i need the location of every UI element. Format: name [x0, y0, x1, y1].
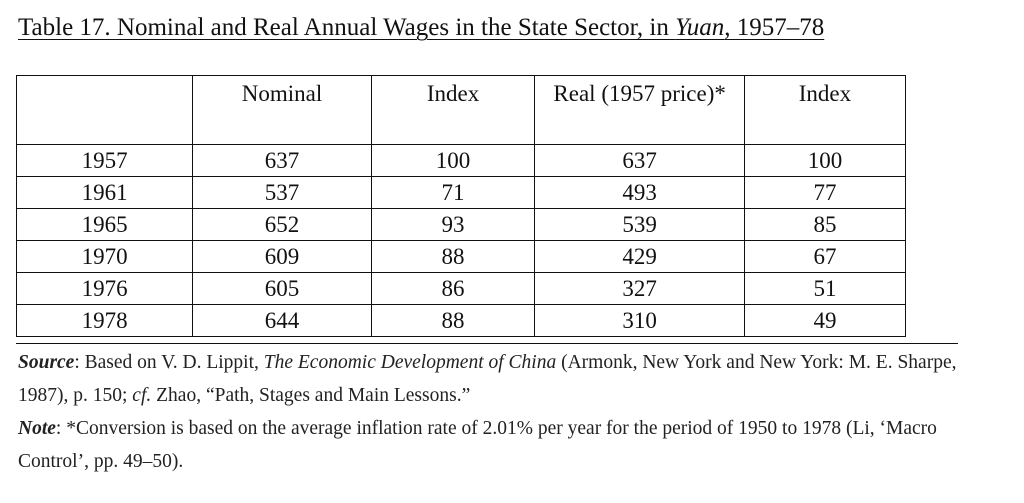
footnote: Note: *Conversion is based on the averag…: [18, 412, 978, 478]
cell-year: 1978: [15, 304, 194, 337]
cell-real-index: 67: [743, 240, 907, 273]
source-publisher: (Armonk, New York and New York: M. E. Sh…: [18, 352, 957, 406]
cell-year: 1976: [15, 272, 194, 305]
cell-real: 637: [534, 144, 745, 177]
cell-real: 429: [534, 240, 745, 273]
table-title-years: , 1957–78: [724, 14, 825, 41]
cell-index: 100: [370, 144, 536, 177]
table-row: 1978 644 88 310 49: [15, 304, 907, 337]
cell-real-index: 100: [743, 144, 907, 177]
table-row: 1965 652 93 539 85: [15, 208, 907, 241]
cell-index: 86: [370, 272, 536, 305]
cell-nominal: 652: [192, 208, 372, 241]
source-reference: Zhao, “Path, Stages and Main Lessons.”: [151, 385, 471, 406]
table-header-row: Nominal Index Real (1957 price)* Index: [15, 75, 907, 145]
note-text: : *Conversion is based on the average in…: [18, 418, 937, 472]
header-cell-index: Index: [370, 75, 536, 145]
header-cell-year: [15, 75, 194, 145]
source-cf: cf.: [132, 385, 152, 406]
cell-year: 1970: [15, 240, 194, 273]
cell-real: 310: [534, 304, 745, 337]
cell-real: 539: [534, 208, 745, 241]
cell-real-index: 85: [743, 208, 907, 241]
cell-year: 1961: [15, 176, 194, 209]
cell-year: 1957: [15, 144, 194, 177]
cell-real: 493: [534, 176, 745, 209]
table-row: 1957 637 100 637 100: [15, 144, 907, 177]
cell-year: 1965: [15, 208, 194, 241]
note-label: Note: [18, 418, 56, 439]
table-title-italic: Yuan: [675, 14, 725, 41]
table-bottom-rule: [16, 343, 958, 344]
table-row: 1976 605 86 327 51: [15, 272, 907, 305]
cell-nominal: 609: [192, 240, 372, 273]
table-title: Table 17. Nominal and Real Annual Wages …: [18, 12, 824, 44]
source-label: Source: [18, 352, 75, 373]
cell-nominal: 637: [192, 144, 372, 177]
cell-real: 327: [534, 272, 745, 305]
cell-index: 88: [370, 304, 536, 337]
table-title-text: Table 17. Nominal and Real Annual Wages …: [18, 14, 676, 41]
cell-real-index: 49: [743, 304, 907, 337]
wages-table: Nominal Index Real (1957 price)* Index 1…: [15, 75, 907, 337]
source-text: : Based on V. D. Lippit,: [74, 352, 264, 373]
header-cell-real-index: Index: [743, 75, 907, 145]
table-row: 1961 537 71 493 77: [15, 176, 907, 209]
source-book-title: The Economic Development of China: [263, 352, 557, 373]
cell-index: 93: [370, 208, 536, 241]
table-notes: Source: Based on V. D. Lippit, The Econo…: [18, 346, 978, 478]
cell-index: 88: [370, 240, 536, 273]
cell-nominal: 537: [192, 176, 372, 209]
cell-nominal: 644: [192, 304, 372, 337]
header-cell-nominal: Nominal: [192, 75, 372, 145]
cell-nominal: 605: [192, 272, 372, 305]
cell-index: 71: [370, 176, 536, 209]
source-note: Source: Based on V. D. Lippit, The Econo…: [18, 346, 978, 412]
cell-real-index: 77: [743, 176, 907, 209]
cell-real-index: 51: [743, 272, 907, 305]
table-row: 1970 609 88 429 67: [15, 240, 907, 273]
header-cell-real: Real (1957 price)*: [534, 75, 745, 145]
